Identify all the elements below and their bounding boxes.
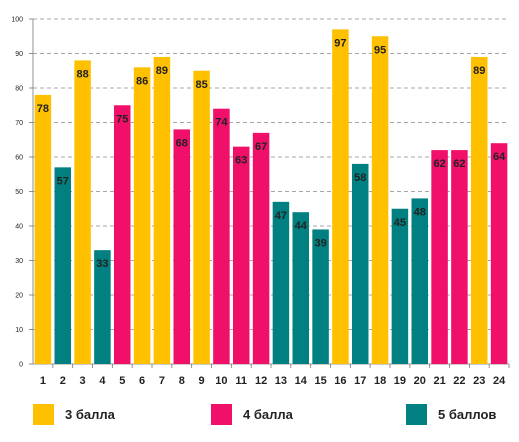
x-tick-label: 20 bbox=[414, 375, 426, 387]
y-tick-label: 50 bbox=[15, 189, 23, 196]
bar bbox=[252, 132, 270, 364]
x-tick-label: 5 bbox=[119, 375, 125, 387]
data-label: 89 bbox=[473, 65, 485, 77]
data-label: 67 bbox=[255, 141, 267, 153]
legend-label-5: 5 баллов bbox=[438, 407, 497, 422]
y-tick-label: 10 bbox=[15, 327, 23, 334]
data-label: 68 bbox=[176, 137, 188, 149]
bar bbox=[272, 201, 290, 364]
data-label: 57 bbox=[57, 175, 69, 187]
legend-swatch-4 bbox=[211, 404, 232, 425]
legend-label-3: 3 балла bbox=[65, 407, 115, 422]
x-tick-label: 14 bbox=[295, 375, 308, 387]
data-label: 62 bbox=[433, 158, 445, 170]
data-label: 78 bbox=[37, 103, 49, 115]
bar bbox=[431, 150, 448, 364]
legend-label-4: 4 балла bbox=[243, 407, 293, 422]
data-label: 44 bbox=[295, 220, 308, 232]
y-tick-label: 60 bbox=[15, 155, 23, 162]
bar bbox=[391, 208, 409, 364]
bar bbox=[34, 94, 52, 365]
data-label: 64 bbox=[493, 151, 506, 163]
legend-item-3: 3 балла bbox=[33, 404, 115, 425]
x-tick-label: 3 bbox=[80, 375, 86, 387]
data-label: 33 bbox=[96, 258, 108, 270]
y-tick-label: 30 bbox=[15, 258, 23, 265]
bar bbox=[332, 29, 349, 364]
bar bbox=[490, 143, 508, 364]
y-tick-label: 100 bbox=[11, 17, 23, 24]
bar bbox=[471, 56, 488, 364]
x-tick-label: 21 bbox=[433, 375, 445, 387]
legend: 3 балла 4 балла 5 баллов bbox=[0, 404, 519, 434]
x-tick-label: 9 bbox=[199, 375, 205, 387]
bar bbox=[371, 36, 389, 364]
data-label: 63 bbox=[235, 155, 247, 167]
data-label: 88 bbox=[76, 68, 88, 80]
x-tick-label: 13 bbox=[275, 375, 287, 387]
data-label: 39 bbox=[314, 237, 326, 249]
bar bbox=[54, 167, 71, 364]
data-label: 62 bbox=[453, 158, 465, 170]
x-tick-label: 22 bbox=[453, 375, 465, 387]
x-tick-label: 8 bbox=[179, 375, 185, 387]
data-label: 89 bbox=[156, 65, 168, 77]
x-tick-label: 24 bbox=[493, 375, 506, 387]
data-label: 74 bbox=[215, 117, 228, 129]
bar bbox=[173, 129, 190, 364]
legend-item-4: 4 балла bbox=[211, 404, 293, 425]
x-tick-label: 19 bbox=[394, 375, 406, 387]
y-tick-label: 80 bbox=[15, 86, 23, 93]
x-tick-label: 16 bbox=[334, 375, 346, 387]
x-tick-label: 18 bbox=[374, 375, 386, 387]
x-tick-label: 10 bbox=[215, 375, 227, 387]
legend-swatch-5 bbox=[406, 404, 427, 425]
legend-item-5: 5 баллов bbox=[406, 404, 496, 425]
x-tick-label: 23 bbox=[473, 375, 485, 387]
y-tick-label: 0 bbox=[19, 362, 23, 369]
bar-chart: 0102030405060708090100781572883334755866… bbox=[11, 17, 510, 387]
bar bbox=[352, 163, 369, 364]
x-tick-label: 15 bbox=[314, 375, 326, 387]
y-tick-label: 40 bbox=[15, 224, 23, 231]
data-label: 85 bbox=[195, 79, 207, 91]
data-label: 47 bbox=[275, 210, 287, 222]
data-label: 58 bbox=[354, 172, 366, 184]
x-tick-label: 1 bbox=[40, 375, 46, 387]
bar bbox=[213, 108, 230, 364]
data-label: 45 bbox=[394, 217, 406, 229]
bar bbox=[114, 105, 131, 364]
bar bbox=[312, 229, 329, 364]
y-tick-label: 20 bbox=[15, 293, 23, 300]
bar bbox=[233, 146, 250, 364]
y-tick-label: 70 bbox=[15, 120, 23, 127]
x-tick-label: 4 bbox=[99, 375, 106, 387]
data-label: 48 bbox=[414, 206, 426, 218]
x-tick-label: 12 bbox=[255, 375, 267, 387]
data-label: 97 bbox=[334, 37, 346, 49]
x-tick-label: 17 bbox=[354, 375, 366, 387]
x-tick-label: 11 bbox=[235, 375, 247, 387]
bar bbox=[153, 56, 171, 364]
data-label: 95 bbox=[374, 44, 386, 56]
data-label: 75 bbox=[116, 113, 128, 125]
bar bbox=[74, 60, 91, 365]
x-tick-label: 6 bbox=[139, 375, 145, 387]
data-label: 86 bbox=[136, 75, 148, 87]
x-tick-label: 7 bbox=[159, 375, 165, 387]
bar bbox=[292, 212, 309, 364]
x-tick-label: 2 bbox=[60, 375, 66, 387]
bar bbox=[451, 150, 468, 364]
legend-swatch-3 bbox=[33, 404, 54, 425]
bar bbox=[193, 70, 210, 364]
y-tick-label: 90 bbox=[15, 51, 23, 58]
bar bbox=[94, 250, 111, 364]
bar bbox=[133, 67, 151, 365]
bar bbox=[411, 198, 428, 364]
